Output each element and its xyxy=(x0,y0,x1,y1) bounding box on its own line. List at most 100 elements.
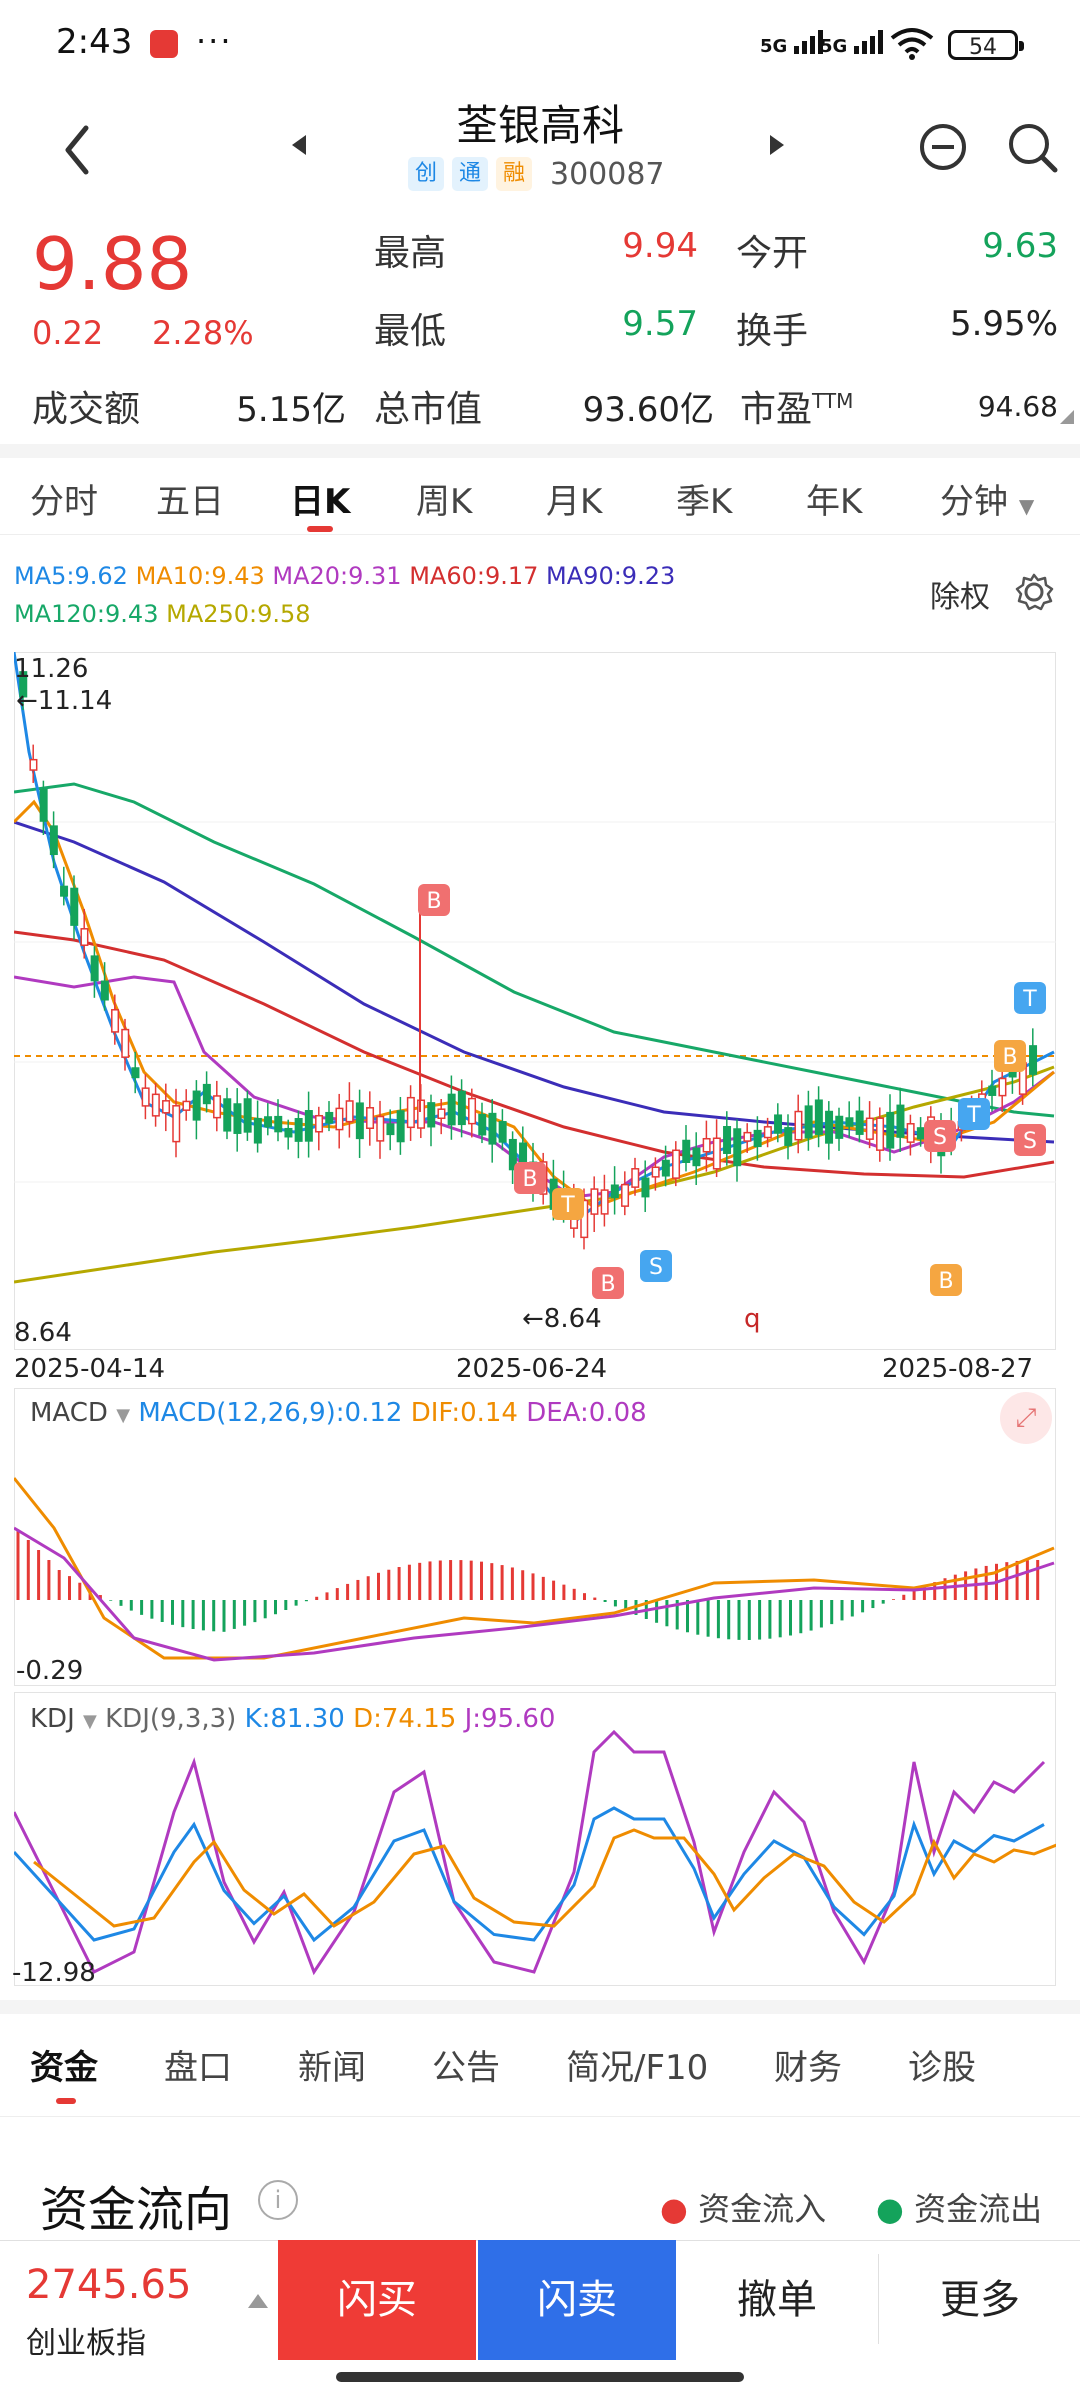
adjust-button[interactable]: 除权 xyxy=(930,580,990,615)
signal-badge-bg xyxy=(1014,1124,1046,1156)
outflow-legend: ● 资金流出 xyxy=(876,2184,1042,2230)
pe-label: 市盈TTM xyxy=(740,380,853,432)
candle-body xyxy=(457,1090,466,1126)
search-icon[interactable] xyxy=(1005,120,1061,176)
ma120-label: MA120:9.43 xyxy=(14,600,159,628)
macd-name[interactable]: MACD xyxy=(30,1398,108,1428)
signal-badge-bg xyxy=(994,1040,1026,1072)
tab-five-day[interactable]: 五日 xyxy=(156,482,224,522)
tab-quarterly-k[interactable]: 季K xyxy=(676,482,733,522)
kdj-j: J:95.60 xyxy=(464,1704,556,1734)
tab-yearly-k[interactable]: 年K xyxy=(806,482,863,522)
candle-body xyxy=(192,1090,201,1121)
kdj-d-line xyxy=(33,1828,1056,1928)
bottom-tab-indicator xyxy=(56,2098,76,2104)
price-change-pct: 2.28% xyxy=(152,314,254,352)
expand-icon[interactable]: ⤢ xyxy=(1000,1392,1052,1444)
candle-body xyxy=(396,1110,405,1143)
candle-body xyxy=(121,1028,130,1058)
candle-body xyxy=(284,1127,293,1138)
tab-orderbook[interactable]: 盘口 xyxy=(164,2048,232,2088)
signal-badge-label: T xyxy=(966,1103,981,1128)
candle-body xyxy=(417,1099,426,1129)
signal-badge-bg xyxy=(924,1120,956,1152)
candle-body xyxy=(886,1111,895,1149)
home-indicator[interactable] xyxy=(336,2372,744,2382)
high-value: 9.94 xyxy=(622,226,698,266)
candle-body xyxy=(468,1097,477,1125)
price-change: 0.22 xyxy=(32,314,104,352)
tab-monthly-k[interactable]: 月K xyxy=(546,482,603,522)
tab-timeshare[interactable]: 分时 xyxy=(30,482,98,522)
index-value[interactable]: 2745.65 xyxy=(26,2262,192,2308)
candle-body xyxy=(366,1107,375,1130)
previous-stock-icon[interactable] xyxy=(292,135,306,155)
signal-badge-bg xyxy=(552,1188,584,1220)
kdj-name[interactable]: KDJ xyxy=(30,1704,75,1734)
candle-body xyxy=(141,1087,150,1107)
candle-body xyxy=(488,1112,497,1145)
tab-daily-k[interactable]: 日K xyxy=(290,482,351,522)
candle-body xyxy=(835,1115,844,1139)
candle-body xyxy=(213,1095,222,1119)
candle-body xyxy=(855,1110,864,1135)
candle-body xyxy=(386,1123,395,1136)
ma5-label: MA5:9.62 xyxy=(14,562,128,590)
macd-panel[interactable] xyxy=(14,1388,1056,1686)
signal-badge-b: S xyxy=(924,1120,956,1152)
section-divider xyxy=(0,444,1080,458)
signal-badge-b: S xyxy=(1014,1124,1046,1156)
tab-weekly-k[interactable]: 周K xyxy=(416,482,473,522)
candle-body xyxy=(355,1102,364,1140)
outflow-label: 资金流出 xyxy=(914,2190,1043,2228)
flash-buy-button[interactable]: 闪买 xyxy=(278,2240,476,2360)
next-stock-icon[interactable] xyxy=(770,135,784,155)
tab-minute[interactable]: 分钟 ▼ xyxy=(940,474,1034,523)
status-time: 2:43 xyxy=(56,22,133,62)
ma60-line xyxy=(14,930,1055,1179)
macd-dif: DIF:0.14 xyxy=(410,1398,518,1428)
low-value: 9.57 xyxy=(622,304,698,344)
settings-gear-icon[interactable] xyxy=(1014,572,1054,612)
low-label: 最低 xyxy=(374,311,447,352)
kdj-dropdown-icon[interactable]: ▼ xyxy=(83,1711,97,1732)
index-expand-icon[interactable] xyxy=(248,2294,268,2308)
candle-body xyxy=(794,1110,803,1141)
signal-badge-t: B xyxy=(930,1264,962,1296)
candle-body xyxy=(223,1098,232,1132)
more-button[interactable]: 更多 xyxy=(940,2277,1020,2323)
battery-icon: 54 xyxy=(948,30,1024,60)
signal-badge-label: S xyxy=(649,1255,663,1280)
candle-body xyxy=(774,1114,783,1134)
signal-badge-bg xyxy=(640,1250,672,1282)
signal-badge-t: T xyxy=(552,1188,584,1220)
macd-dropdown-icon[interactable]: ▼ xyxy=(116,1405,131,1426)
back-arrow-icon[interactable] xyxy=(58,120,98,180)
index-name[interactable]: 创业板指 xyxy=(26,2326,146,2361)
max-marker: ←11.14 xyxy=(16,686,113,716)
tab-funds[interactable]: 资金 xyxy=(30,2048,98,2088)
tab-diagnosis[interactable]: 诊股 xyxy=(908,2048,976,2088)
info-icon[interactable]: i xyxy=(258,2180,298,2220)
candle-body xyxy=(753,1129,762,1148)
candle-body xyxy=(315,1114,324,1133)
candle-body xyxy=(723,1126,732,1154)
signal-badge-bg xyxy=(930,1264,962,1296)
flash-sell-button[interactable]: 闪卖 xyxy=(478,2240,676,2360)
kdj-panel[interactable] xyxy=(14,1692,1056,1986)
tab-f10[interactable]: 简况/F10 xyxy=(566,2048,709,2088)
turnover-value: 5.95% xyxy=(949,304,1058,344)
remove-watchlist-icon[interactable] xyxy=(918,122,968,172)
candle-body xyxy=(233,1103,242,1134)
signal-badge-label: B xyxy=(1002,1045,1017,1070)
candle-body xyxy=(621,1183,630,1207)
candle-body xyxy=(294,1118,303,1142)
high-label: 最高 xyxy=(374,233,447,274)
tab-announcements[interactable]: 公告 xyxy=(432,2048,500,2088)
kline-chart-panel[interactable] xyxy=(14,652,1056,1350)
tab-news[interactable]: 新闻 xyxy=(298,2048,366,2088)
tab-finance[interactable]: 财务 xyxy=(774,2048,842,2088)
candle-body xyxy=(692,1147,701,1167)
cancel-order-button[interactable]: 撤单 xyxy=(737,2277,817,2323)
